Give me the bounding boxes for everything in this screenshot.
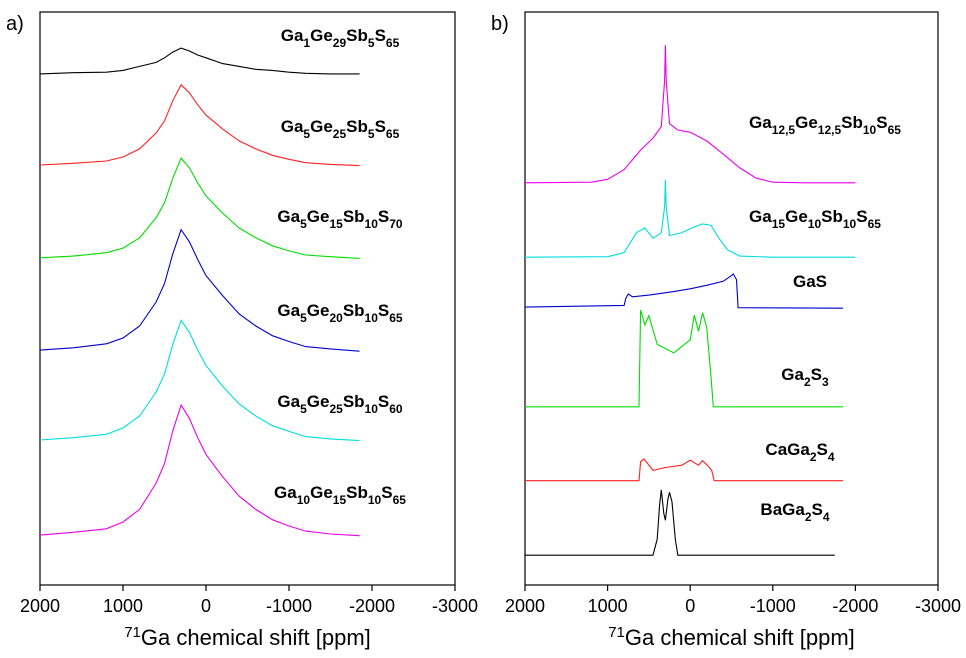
x-axis-label: 71Ga chemical shift [ppm]: [124, 624, 371, 650]
spectrum-line: [39, 403, 360, 537]
series-label: GaS: [793, 272, 827, 291]
spectrum-line: [525, 489, 835, 556]
plot-frame: [524, 11, 939, 586]
x-tick-label: -2000: [832, 596, 878, 616]
spectrum-line: [524, 179, 856, 258]
x-axis-label: 71Ga chemical shift [ppm]: [608, 624, 855, 650]
x-tick-label: 1000: [103, 596, 143, 616]
panel-label: b): [491, 13, 509, 35]
spectrum-line: [525, 458, 843, 482]
spectrum-line: [39, 319, 360, 442]
spectrum-line: [524, 45, 856, 184]
series-label: Ga12,5Ge12,5Sb10S65: [749, 113, 901, 137]
series-label: Ga10Ge15Sb10S65: [274, 483, 406, 507]
x-tick-label: 0: [685, 596, 695, 616]
x-tick-label: 1000: [588, 596, 628, 616]
series-label: BaGa2S4: [760, 500, 829, 524]
series-label: Ga5Ge25Sb10S60: [277, 392, 403, 416]
spectrum-line: [39, 157, 360, 259]
series-label: Ga5Ge15Sb10S70: [277, 207, 403, 231]
x-tick-label: 2000: [505, 596, 545, 616]
panel: a) 2000 1000 0 -1000 -2000 -3000 71Ga chemical …: [6, 11, 478, 650]
series-label: Ga5Ge25Sb5S65: [281, 117, 400, 141]
series-label: Ga2S3: [781, 365, 829, 389]
spectrum-line: [525, 309, 843, 408]
panel: b) 2000 1000 0 -1000 -2000 -3000 71Ga chemical …: [491, 11, 961, 650]
spectrum-line: [39, 228, 360, 352]
x-tick-label: 0: [201, 596, 211, 616]
x-tick-label: -2000: [349, 596, 395, 616]
spectrum-line: [39, 83, 360, 167]
plot-frame: [39, 11, 456, 586]
x-tick-label: 2000: [20, 596, 60, 616]
series-label: CaGa2S4: [765, 440, 834, 464]
series-label: Ga15Ge10Sb10S65: [749, 207, 881, 231]
x-tick-label: -3000: [432, 596, 478, 616]
series-label: Ga1Ge29Sb5S65: [281, 26, 400, 50]
x-tick-label: -3000: [915, 596, 961, 616]
spectrum-line: [524, 273, 844, 309]
x-tick-label: -1000: [750, 596, 796, 616]
panel-label: a): [6, 13, 24, 35]
series-label: Ga5Ge20Sb10S65: [277, 301, 403, 325]
spectrum-line: [39, 47, 360, 75]
x-tick-label: -1000: [266, 596, 312, 616]
